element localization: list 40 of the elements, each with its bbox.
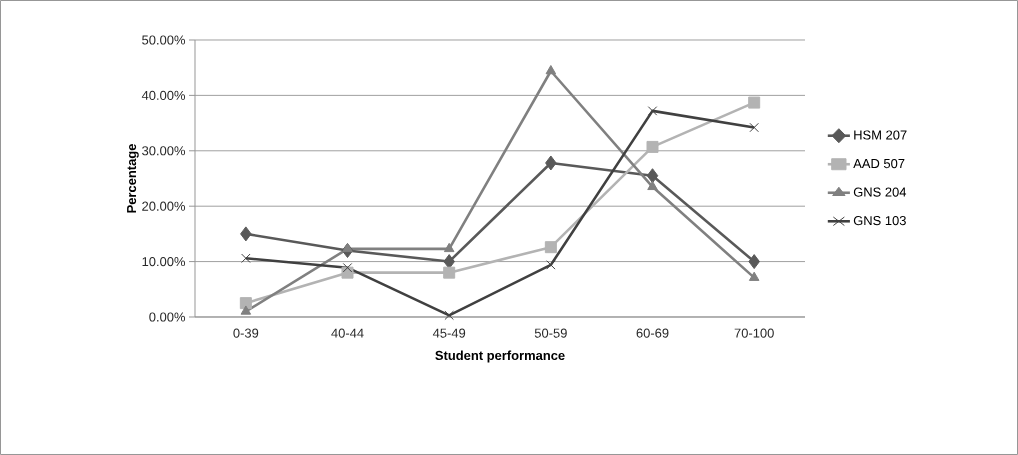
point (646, 140, 659, 153)
point (749, 122, 759, 133)
y-tick-label: 30.00% (142, 146, 186, 156)
x-tick-label: 50-59 (534, 328, 567, 338)
point (748, 254, 760, 270)
point (342, 262, 353, 273)
point (647, 106, 658, 116)
point (544, 241, 557, 254)
point (240, 226, 252, 242)
y-tick-label: 0.00% (149, 312, 186, 322)
legend-label: GNS 204 (853, 187, 907, 197)
x-tick-label: 40-44 (331, 328, 364, 338)
x-tick-label: 0-39 (233, 328, 259, 338)
x-tick-label: 60-69 (636, 328, 669, 338)
y-tick-label: 10.00% (142, 257, 186, 267)
point (748, 96, 761, 109)
point (646, 168, 659, 184)
point (545, 65, 557, 75)
y-axis-title: Percentage (127, 144, 139, 213)
legend-label: AAD 507 (853, 158, 905, 169)
x-axis-title: Student performance (435, 350, 565, 363)
legend-label: GNS 103 (853, 216, 906, 226)
point (342, 242, 353, 253)
point (443, 242, 455, 253)
legend-label: HSM 207 (854, 130, 907, 140)
x-tick-label: 70-100 (734, 328, 774, 338)
point (443, 254, 455, 270)
point (647, 180, 658, 191)
point (241, 253, 251, 263)
point (748, 271, 760, 281)
point (546, 260, 556, 270)
point (240, 305, 252, 315)
y-tick-label: 50.00% (142, 35, 186, 45)
x-tick-label: 45-49 (432, 328, 466, 338)
point (444, 310, 454, 321)
y-tick-label: 40.00% (141, 90, 186, 100)
point (239, 297, 252, 310)
y-tick-label: 20.00% (142, 201, 186, 211)
point (443, 266, 456, 279)
point (545, 155, 557, 171)
